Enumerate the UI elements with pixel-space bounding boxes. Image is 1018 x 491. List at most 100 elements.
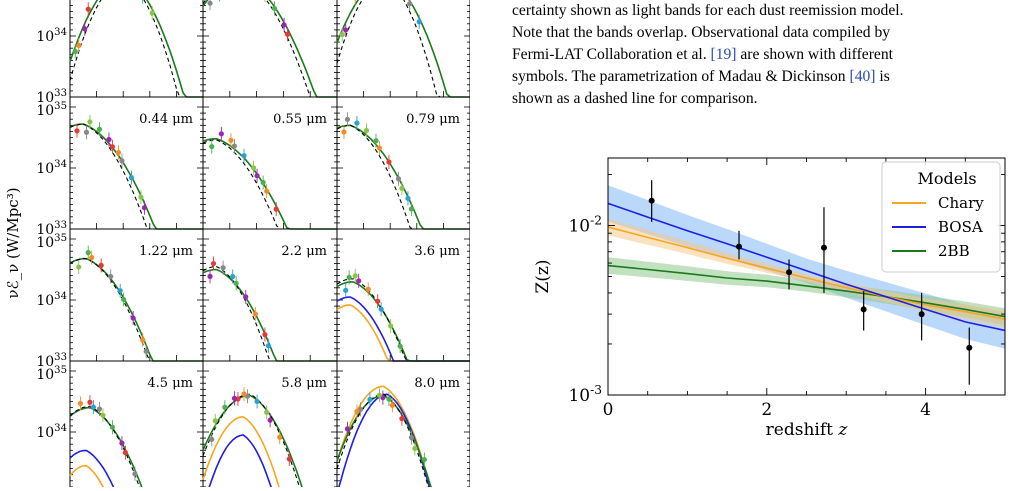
obs-point <box>367 397 372 402</box>
ytick-label-1e34: 1034 <box>36 423 67 441</box>
madau-dickinson-curve <box>337 0 470 97</box>
obs-point <box>213 418 218 423</box>
obs-point <box>232 143 237 148</box>
caption-line-4: symbols. The parametrization of Madau & … <box>512 66 1018 88</box>
obs-point <box>390 403 395 408</box>
obs-point <box>412 446 417 451</box>
xtick-label: 2 <box>761 400 772 420</box>
obs-point <box>76 43 81 48</box>
madau-dickinson-curve <box>70 259 203 361</box>
obs-point <box>97 127 102 132</box>
obs-point <box>399 186 404 191</box>
xtick-label: 0 <box>603 400 614 420</box>
caption-line-5: shown as a dashed line for comparison. <box>512 88 1018 110</box>
caption-line-1: certainty shown as light bands for each … <box>512 0 1018 22</box>
obs-point <box>354 409 359 414</box>
obs-point <box>108 274 113 279</box>
obs-point <box>110 144 115 149</box>
obs-point <box>221 265 226 270</box>
grid-panel-12: 8.0 μm <box>337 361 470 487</box>
y-axis-label: Z(z) <box>533 259 553 293</box>
ytick-label-1e35: 1035 <box>36 233 67 251</box>
twobb-curve <box>70 259 203 361</box>
figure-caption: certainty shown as light bands for each … <box>512 0 1018 110</box>
obs-point <box>140 337 145 342</box>
ytick-label-1e-2: 10-2 <box>568 213 602 236</box>
obs-point <box>99 263 104 268</box>
grid-panel-6: 0.79 μm <box>337 97 470 229</box>
obs-point <box>253 311 258 316</box>
obs-point <box>76 264 81 269</box>
obs-point <box>345 117 350 122</box>
obs-point <box>409 435 414 440</box>
obs-point <box>373 138 378 143</box>
obs-point <box>341 129 346 134</box>
twobb-curve <box>203 0 337 97</box>
obs-point <box>274 207 279 212</box>
madau-dickinson-curve <box>337 125 470 229</box>
obs-point <box>396 176 401 181</box>
twobb-curve <box>70 0 203 97</box>
grid-y-axis-label: νℰ_ν (W/Mpc³) <box>4 187 22 298</box>
obs-point <box>264 189 269 194</box>
obs-point <box>356 278 361 283</box>
obs-point-3 <box>786 269 792 275</box>
obs-point <box>347 275 352 280</box>
grid-panel-8: 2.2 μm <box>203 229 337 361</box>
obs-point <box>422 457 427 462</box>
obs-point <box>386 396 391 401</box>
obs-point <box>405 196 410 201</box>
grid-panel-2 <box>203 0 337 97</box>
obs-point <box>100 413 105 418</box>
obs-point <box>129 175 134 180</box>
obs-point <box>219 131 224 136</box>
ytick-label-1e-3: 10-3 <box>568 383 602 406</box>
grid-panel-9: 3.6 μm <box>337 229 470 361</box>
obs-point <box>377 393 382 398</box>
ytick-label-1e34: 1034 <box>36 291 67 309</box>
obs-point <box>119 158 124 163</box>
ytick-label-1e35: 1035 <box>36 101 67 119</box>
obs-point <box>110 425 115 430</box>
obs-point <box>228 138 233 143</box>
obs-point <box>388 323 393 328</box>
obs-point <box>343 27 348 32</box>
chary-curve <box>70 466 203 487</box>
obs-point <box>264 410 269 415</box>
panel-wavelength-label: 2.2 μm <box>281 244 327 259</box>
obs-point <box>121 297 126 302</box>
obs-point <box>73 49 78 54</box>
obs-point <box>230 274 235 279</box>
obs-point <box>261 180 266 185</box>
twobb-curve <box>337 0 470 97</box>
obs-point <box>375 299 380 304</box>
obs-point <box>132 471 137 476</box>
obs-point <box>222 405 227 410</box>
obs-point <box>207 274 212 279</box>
citation-link-40[interactable]: [40] <box>850 68 876 85</box>
citation-link-19[interactable]: [19] <box>711 46 737 63</box>
obs-point <box>209 144 214 149</box>
legend-label-2bb: 2BB <box>938 242 970 260</box>
obs-point <box>119 441 124 446</box>
xtick-label: 4 <box>920 400 931 420</box>
twobb-curve <box>337 282 470 361</box>
madau-dickinson-curve <box>337 279 470 361</box>
obs-point-2 <box>736 244 742 250</box>
obs-point <box>366 287 371 292</box>
obs-point <box>118 288 123 293</box>
panel-wavelength-label: 8.0 μm <box>414 376 460 391</box>
grid-panel-5: 0.55 μm <box>203 97 337 229</box>
twobb-curve <box>70 124 203 229</box>
obs-point <box>345 426 350 431</box>
obs-point <box>268 418 273 423</box>
obs-point <box>207 1 212 6</box>
madau-dickinson-curve <box>70 124 203 229</box>
obs-point <box>138 195 143 200</box>
obs-point-7 <box>966 345 972 351</box>
obs-point <box>398 344 403 349</box>
ytick-label-1e34: 1034 <box>36 159 67 177</box>
